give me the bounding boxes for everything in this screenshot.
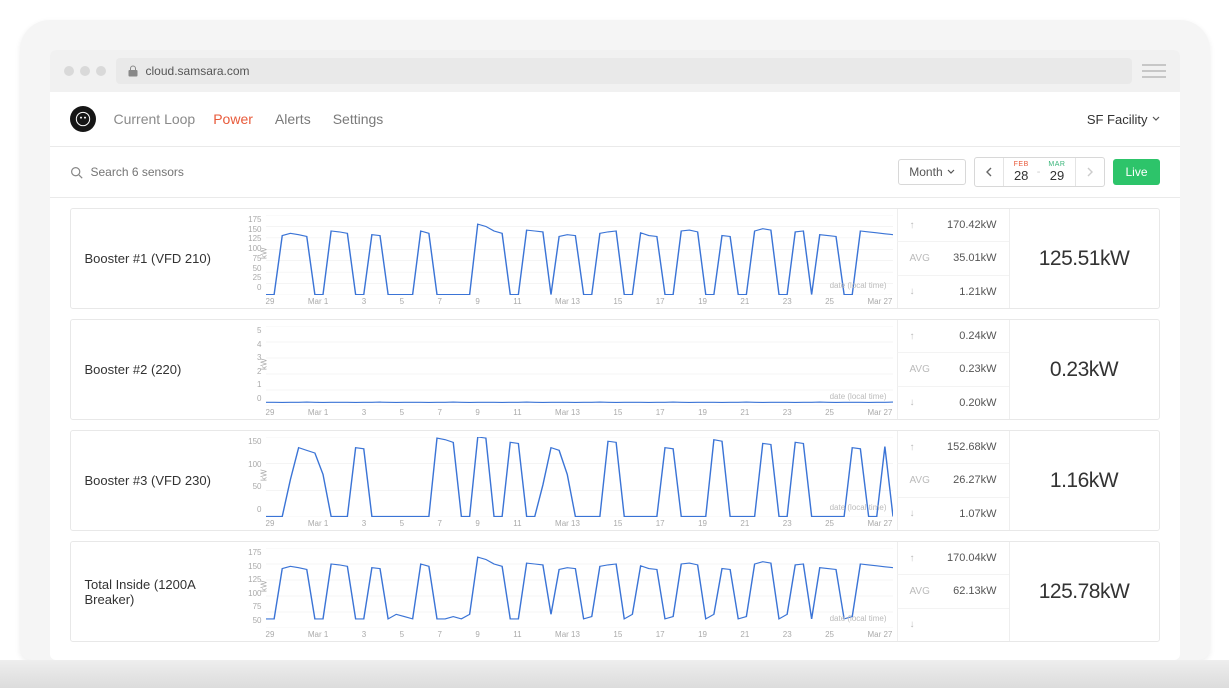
search-box[interactable] bbox=[70, 165, 291, 179]
sensor-name[interactable]: Booster #2 (220) bbox=[71, 320, 236, 419]
x-ticks: 29Mar 1357911Mar 13151719212325Mar 27 bbox=[240, 628, 893, 639]
traffic-lights bbox=[64, 66, 106, 76]
sensor-stats: ↑170.04kWAVG62.13kW↓ bbox=[897, 542, 1009, 641]
y-axis-unit: kW bbox=[259, 358, 268, 370]
chevron-right-icon bbox=[1086, 167, 1094, 177]
stat-max: ↑170.42kW bbox=[897, 209, 1009, 242]
y-ticks: 1751501251007550250 bbox=[240, 215, 262, 292]
sensor-name[interactable]: Booster #1 (VFD 210) bbox=[71, 209, 236, 308]
stat-min: ↓1.07kW bbox=[897, 498, 1009, 530]
date-to: MAR 29 bbox=[1048, 161, 1065, 183]
stat-min: ↓0.20kW bbox=[897, 387, 1009, 419]
sensor-current-value: 1.16kW bbox=[1009, 431, 1159, 530]
stat-avg: AVG62.13kW bbox=[897, 575, 1009, 608]
sensor-current-value: 125.51kW bbox=[1009, 209, 1159, 308]
sensor-chart[interactable]: 1751501251007550kW date (local time) 29Mar… bbox=[236, 542, 897, 641]
laptop-base bbox=[0, 660, 1229, 688]
sensor-name[interactable]: Booster #3 (VFD 230) bbox=[71, 431, 236, 530]
chevron-left-icon bbox=[985, 167, 993, 177]
x-axis-label: date (local time) bbox=[830, 614, 887, 623]
breadcrumb: Current Loop bbox=[114, 111, 196, 127]
stat-max: ↑170.04kW bbox=[897, 542, 1009, 575]
traffic-max[interactable] bbox=[96, 66, 106, 76]
x-ticks: 29Mar 1357911Mar 13151719212325Mar 27 bbox=[240, 295, 893, 306]
stat-avg: AVG35.01kW bbox=[897, 242, 1009, 275]
sensor-stats: ↑170.42kWAVG35.01kW↓1.21kW bbox=[897, 209, 1009, 308]
url-text: cloud.samsara.com bbox=[146, 64, 250, 78]
top-nav: Current Loop Power Alerts Settings SF Fa… bbox=[50, 92, 1180, 147]
x-axis-label: date (local time) bbox=[830, 503, 887, 512]
y-ticks: 1751501251007550 bbox=[240, 548, 262, 625]
x-axis-label: date (local time) bbox=[830, 281, 887, 290]
sensor-stats: ↑0.24kWAVG0.23kW↓0.20kW bbox=[897, 320, 1009, 419]
sensor-row: Total Inside (1200A Breaker)175150125100… bbox=[70, 541, 1160, 642]
x-axis-label: date (local time) bbox=[830, 392, 887, 401]
stat-avg: AVG0.23kW bbox=[897, 353, 1009, 386]
tab-settings[interactable]: Settings bbox=[333, 111, 384, 127]
y-ticks: 150100500 bbox=[240, 437, 262, 514]
sensor-chart[interactable]: 543210kW date (local time) 29Mar 1357911Ma… bbox=[236, 320, 897, 419]
nav-tabs: Power Alerts Settings bbox=[213, 111, 383, 127]
y-ticks: 543210 bbox=[240, 326, 262, 403]
y-axis-unit: kW bbox=[259, 469, 268, 481]
date-prev-button[interactable] bbox=[975, 158, 1004, 186]
live-button[interactable]: Live bbox=[1113, 159, 1159, 185]
date-from: FEB 28 bbox=[1014, 161, 1029, 183]
facility-dropdown[interactable]: SF Facility bbox=[1087, 112, 1160, 127]
date-next-button[interactable] bbox=[1075, 158, 1104, 186]
toolbar: Month FEB 28 - MAR bbox=[50, 147, 1180, 198]
y-axis-unit: kW bbox=[259, 247, 268, 259]
laptop-frame: cloud.samsara.com Current Loop Power Ale… bbox=[20, 20, 1210, 660]
sensor-row: Booster #2 (220)543210kW date (local time… bbox=[70, 319, 1160, 420]
stat-avg: AVG26.27kW bbox=[897, 464, 1009, 497]
traffic-min[interactable] bbox=[80, 66, 90, 76]
search-input[interactable] bbox=[91, 165, 291, 179]
x-ticks: 29Mar 1357911Mar 13151719212325Mar 27 bbox=[240, 517, 893, 528]
sensor-current-value: 0.23kW bbox=[1009, 320, 1159, 419]
logo[interactable] bbox=[70, 106, 96, 132]
sensor-row: Booster #1 (VFD 210)1751501251007550250k… bbox=[70, 208, 1160, 309]
sensor-list: Booster #1 (VFD 210)1751501251007550250k… bbox=[50, 198, 1180, 642]
y-axis-unit: kW bbox=[259, 580, 268, 592]
tab-power[interactable]: Power bbox=[213, 111, 253, 127]
sensor-chart[interactable]: 1751501251007550250kW date (local time) 29… bbox=[236, 209, 897, 308]
facility-label: SF Facility bbox=[1087, 112, 1148, 127]
stat-min: ↓1.21kW bbox=[897, 276, 1009, 308]
search-icon bbox=[70, 166, 83, 179]
stat-min: ↓ bbox=[897, 609, 1009, 641]
date-range-picker: FEB 28 - MAR 29 bbox=[974, 157, 1106, 187]
stat-max: ↑152.68kW bbox=[897, 431, 1009, 464]
chevron-down-icon bbox=[947, 168, 955, 176]
traffic-close[interactable] bbox=[64, 66, 74, 76]
sensor-current-value: 125.78kW bbox=[1009, 542, 1159, 641]
range-dropdown[interactable]: Month bbox=[898, 159, 965, 185]
hamburger-icon[interactable] bbox=[1142, 64, 1166, 78]
x-ticks: 29Mar 1357911Mar 13151719212325Mar 27 bbox=[240, 406, 893, 417]
range-label: Month bbox=[909, 165, 942, 179]
sensor-chart[interactable]: 150100500kW date (local time) 29Mar 135791… bbox=[236, 431, 897, 530]
browser-chrome: cloud.samsara.com bbox=[50, 50, 1180, 92]
sensor-name[interactable]: Total Inside (1200A Breaker) bbox=[71, 542, 236, 641]
stat-max: ↑0.24kW bbox=[897, 320, 1009, 353]
date-display[interactable]: FEB 28 - MAR 29 bbox=[1004, 158, 1076, 186]
address-bar[interactable]: cloud.samsara.com bbox=[116, 58, 1132, 84]
screen: cloud.samsara.com Current Loop Power Ale… bbox=[50, 50, 1180, 660]
sensor-stats: ↑152.68kWAVG26.27kW↓1.07kW bbox=[897, 431, 1009, 530]
chevron-down-icon bbox=[1152, 115, 1160, 123]
lock-icon bbox=[128, 65, 138, 77]
sensor-row: Booster #3 (VFD 230)150100500kW date (loc… bbox=[70, 430, 1160, 531]
tab-alerts[interactable]: Alerts bbox=[275, 111, 311, 127]
